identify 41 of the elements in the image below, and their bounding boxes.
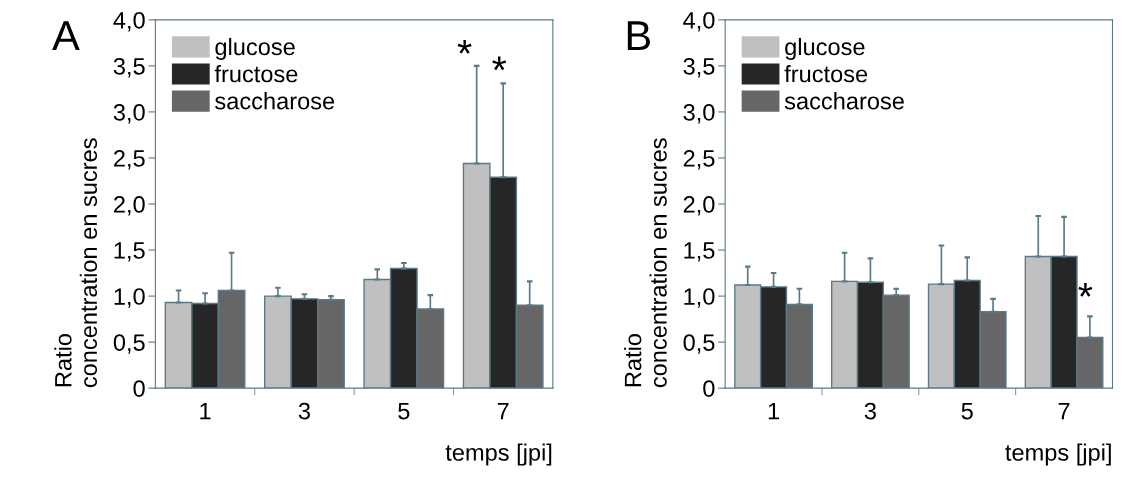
x-tick-label: 3 [298,402,310,420]
x-tick-label: 5 [961,402,973,420]
chart-title: B [627,21,651,51]
y-tick-label: 2,0 [114,196,145,216]
legend-label: fructose [784,65,868,83]
legend-label: fructose [214,65,298,83]
y-axis-title: Ratio concentration en sucres [54,138,98,388]
legend-label: saccharose [784,92,904,110]
y-tick-label: 2,5 [683,150,715,170]
y-tick-label: 0,5 [113,334,145,354]
x-axis-title: temps [jpi] [445,443,552,466]
y-tick-label: 3,5 [683,57,715,78]
legend-label: glucose [785,37,865,60]
x-tick-label: 3 [864,402,876,420]
x-tick-label: 1 [768,402,779,420]
y-tick-label: 0 [133,380,145,397]
y-tick-label: 1,0 [114,288,145,308]
annotation: * [457,39,472,54]
y-tick-label: 4,0 [683,11,715,32]
y-tick-label: 3,0 [683,103,715,124]
y-tick-label: 1,5 [684,242,715,262]
y-tick-label: 2,5 [114,150,145,170]
y-tick-label: 4,0 [113,11,145,32]
y-tick-label: 1,5 [114,242,145,262]
y-tick-label: 3,0 [113,103,145,124]
y-tick-label: 2,0 [683,196,715,216]
legend-label: glucose [215,37,295,60]
y-tick-label: 0 [703,380,715,397]
legend-label: saccharose [215,92,335,110]
x-tick-label: 7 [1058,402,1070,420]
annotation: * [1078,283,1093,297]
y-tick-label: 0,5 [683,334,715,354]
y-tick-label: 3,5 [113,57,145,78]
x-tick-label: 1 [200,402,211,420]
x-tick-label: 5 [398,402,410,420]
y-tick-label: 1,0 [684,288,715,308]
chart-title: A [52,21,80,51]
x-axis-title: temps [jpi] [1005,443,1111,466]
annotation: * [492,56,507,71]
y-axis-title: Ratio concentration en sucres [624,138,667,388]
x-tick-label: 7 [497,402,509,420]
